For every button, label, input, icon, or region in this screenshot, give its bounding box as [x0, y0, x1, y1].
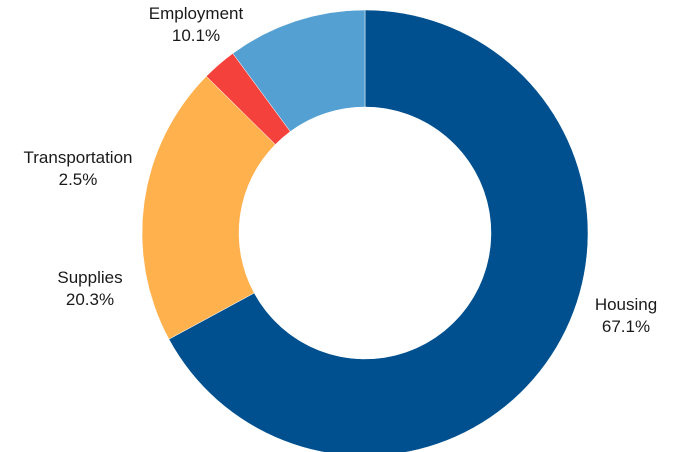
slice-pct-employment: 10.1%: [172, 26, 220, 45]
slices-layer: [141, 9, 589, 452]
slice-label-supplies: Supplies 20.3%: [57, 268, 122, 309]
slice-label-employment: Employment 10.1%: [149, 4, 244, 45]
slice-name-supplies: Supplies: [57, 268, 122, 287]
slice-pct-housing: 67.1%: [602, 317, 650, 336]
slice-name-housing: Housing: [595, 295, 657, 314]
slice-employment: [232, 9, 366, 132]
slice-housing: [168, 9, 589, 452]
labels-layer: Housing 67.1% Supplies 20.3% Transportation 2…: [24, 4, 658, 336]
slice-label-housing: Housing 67.1%: [595, 295, 657, 336]
slice-supplies: [141, 75, 276, 340]
slice-name-transportation: Transportation: [24, 148, 133, 167]
slice-name-employment: Employment: [149, 4, 244, 23]
slice-pct-supplies: 20.3%: [66, 290, 114, 309]
slice-label-transportation: Transportation 2.5%: [24, 148, 133, 189]
slice-pct-transportation: 2.5%: [59, 170, 98, 189]
